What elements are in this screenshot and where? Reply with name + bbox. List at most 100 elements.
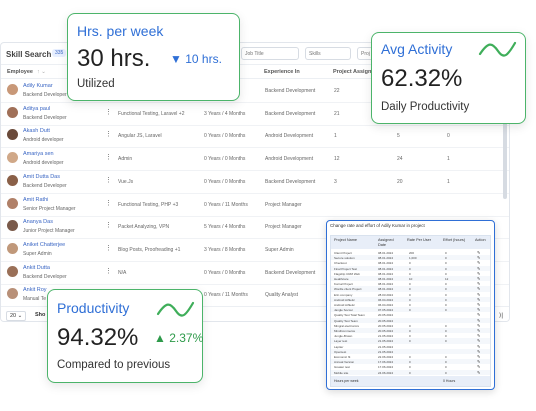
assigned-date: 07.05.2024 bbox=[378, 308, 394, 313]
modal-table-row: Client Project 08.01.2024 200 0 ✎ bbox=[331, 250, 490, 255]
edit-icon[interactable]: ✎ bbox=[477, 328, 481, 333]
delta-down-indicator: ▼ 10 hrs. bbox=[170, 52, 222, 66]
skills-cell: N/A bbox=[118, 269, 127, 276]
modal-col-effort: Effort (hours) bbox=[443, 238, 466, 242]
employee-name[interactable]: Amariya sen bbox=[23, 151, 54, 158]
project-name: Jungle-Brown bbox=[334, 334, 353, 339]
table-row[interactable]: Ankit Dutta Backend Developer ⋮ N/A 0 Years … bbox=[1, 261, 509, 285]
employee-name[interactable]: Adily Kumar bbox=[23, 83, 53, 89]
skills-cell: Functional Testing, Laravel +2 bbox=[118, 110, 185, 117]
employee-name[interactable]: Ankit Roy bbox=[23, 287, 47, 294]
card-subtitle: Utilized bbox=[77, 78, 115, 90]
experience-cell: 0 Years / 11 Months bbox=[204, 292, 248, 299]
skills-input[interactable] bbox=[305, 47, 351, 60]
edit-icon[interactable]: ✎ bbox=[477, 359, 481, 365]
card-value: 94.32% bbox=[57, 324, 139, 351]
edit-icon[interactable]: ✎ bbox=[477, 369, 481, 375]
avg-activity-card: Avg Activity 62.32% Daily Productivity bbox=[371, 32, 526, 124]
edit-icon[interactable]: ✎ bbox=[477, 364, 481, 370]
edit-icon[interactable]: ✎ bbox=[477, 291, 481, 297]
modal-table-row: Erin company 28.03.2024 0 0 ✎ bbox=[331, 292, 490, 297]
assigned-date: 21.05.2024 bbox=[378, 349, 394, 354]
rate-value: 0 bbox=[409, 292, 411, 297]
more-options-icon[interactable]: ⋮ bbox=[105, 222, 112, 230]
modal-table-row: Economic fit 22.06.2024 0 0 ✎ bbox=[331, 354, 490, 359]
assigned-date: 08.01.2024 bbox=[378, 271, 394, 276]
employee-name[interactable]: Aniket Chatterjee bbox=[23, 241, 66, 248]
experience-in-cell: Backend Development bbox=[265, 88, 316, 94]
more-options-icon[interactable]: ⋮ bbox=[105, 244, 112, 252]
more-options-icon[interactable]: ⋮ bbox=[105, 131, 112, 139]
edit-icon[interactable]: ✎ bbox=[477, 255, 481, 261]
more-options-icon[interactable]: ⋮ bbox=[105, 176, 112, 184]
rate-value: 1,000 bbox=[409, 256, 417, 261]
edit-icon[interactable]: ✎ bbox=[477, 317, 481, 323]
employee-role: Senior Project Manager bbox=[23, 205, 76, 212]
edit-icon[interactable]: ✎ bbox=[477, 302, 481, 307]
edit-icon[interactable]: ✎ bbox=[477, 286, 481, 292]
col-employee[interactable]: Employee bbox=[7, 69, 33, 75]
col-experience[interactable]: Experience In bbox=[264, 69, 300, 75]
table-row[interactable]: Amit Rathi Senior Project Manager ⋮ Functio… bbox=[1, 193, 509, 217]
edit-icon[interactable]: ✎ bbox=[477, 250, 481, 255]
sort-icon[interactable]: ↑ ⌄ bbox=[37, 69, 46, 75]
employee-name[interactable]: Aditya paul bbox=[23, 105, 51, 112]
modal-table-row: Final Project Test 08.01.2024 0 0 ✎ bbox=[331, 265, 490, 271]
assigned-date: 08.01.2024 bbox=[378, 251, 394, 255]
edit-icon[interactable]: ✎ bbox=[477, 307, 481, 313]
edit-icon[interactable]: ✎ bbox=[477, 333, 481, 339]
employee-name[interactable]: Akash Dutt bbox=[23, 128, 50, 135]
table-row[interactable]: Ananya Das Junior Project Manager ⋮ Packet … bbox=[1, 215, 509, 240]
employee-name[interactable]: Ankit Dutta bbox=[23, 264, 50, 271]
page-size-select[interactable]: 20 ⌄ bbox=[6, 311, 27, 321]
avatar bbox=[7, 265, 18, 277]
experience-cell: 0 Years / 0 Months bbox=[204, 156, 246, 163]
edit-icon[interactable]: ✎ bbox=[477, 338, 481, 344]
modal-col-action: Action bbox=[475, 238, 486, 242]
edit-icon[interactable]: ✎ bbox=[477, 265, 481, 271]
edit-icon[interactable]: ✎ bbox=[477, 354, 481, 359]
col-project-assign[interactable]: Project Assign bbox=[333, 69, 372, 75]
table-row[interactable]: Aditya paul Backend Developer ⋮ Functional … bbox=[1, 102, 509, 126]
employee-name[interactable]: Amit Rathi bbox=[23, 196, 49, 203]
table-row[interactable]: Akash Dutt Android developer ⋮ Angular JS, … bbox=[1, 124, 509, 149]
employee-name[interactable]: Amit Dutta Das bbox=[23, 173, 60, 180]
table-row[interactable]: Amit Dutta Das Backend Developer ⋮ Vue.Js 0 … bbox=[1, 170, 509, 194]
experience-cell: 0 Years / 11 Months bbox=[204, 201, 248, 208]
effort-value: 0 bbox=[445, 365, 447, 370]
assigned-date: 17.06.2024 bbox=[378, 360, 394, 365]
experience-cell: 0 Years / 0 Months bbox=[204, 178, 246, 185]
edit-icon[interactable]: ✎ bbox=[477, 343, 481, 349]
employee-role: Backend Developer bbox=[23, 273, 67, 280]
project-count-cell: 1 bbox=[447, 156, 450, 163]
edit-icon[interactable]: ✎ bbox=[477, 296, 481, 302]
avatar bbox=[7, 242, 18, 254]
edit-icon[interactable]: ✎ bbox=[477, 276, 481, 281]
effort-value: 0 bbox=[445, 339, 447, 344]
more-options-icon[interactable]: ⋮ bbox=[105, 154, 112, 162]
avatar bbox=[7, 106, 18, 118]
edit-icon[interactable]: ✎ bbox=[477, 322, 481, 328]
last-page-button[interactable]: ⟩| bbox=[499, 313, 503, 319]
edit-icon[interactable]: ✎ bbox=[477, 270, 481, 276]
edit-icon[interactable]: ✎ bbox=[477, 260, 481, 266]
table-row[interactable]: Amariya sen Android developer ⋮ Admin 0 Year… bbox=[1, 147, 509, 172]
modal-table-row: Quality Test Team 20.05.2024 ✎ bbox=[331, 317, 490, 323]
more-options-icon[interactable]: ⋮ bbox=[105, 108, 112, 116]
more-options-icon[interactable]: ⋮ bbox=[105, 267, 112, 275]
project-name: Flagship CRM Web bbox=[334, 271, 360, 276]
edit-icon[interactable]: ✎ bbox=[477, 281, 481, 287]
effort-value: 0 bbox=[445, 251, 447, 255]
table-row[interactable]: Aniket Chatterjee Super Admin ⋮ Blog Posts,… bbox=[1, 238, 509, 262]
avatar bbox=[7, 129, 18, 141]
vertical-scrollbar[interactable] bbox=[503, 79, 507, 199]
edit-icon[interactable]: ✎ bbox=[477, 348, 481, 354]
modal-table-row: Secure solution 08.01.2024 1,000 0 ✎ bbox=[331, 255, 490, 261]
effort-value: 0 bbox=[445, 329, 447, 333]
card-value: 62.32% bbox=[381, 65, 463, 92]
assigned-date: 20.05.2024 bbox=[378, 329, 394, 333]
job-title-input[interactable] bbox=[241, 47, 299, 60]
employee-name[interactable]: Ananya Das bbox=[23, 219, 53, 226]
edit-icon[interactable]: ✎ bbox=[477, 312, 481, 318]
more-options-icon[interactable]: ⋮ bbox=[105, 199, 112, 207]
